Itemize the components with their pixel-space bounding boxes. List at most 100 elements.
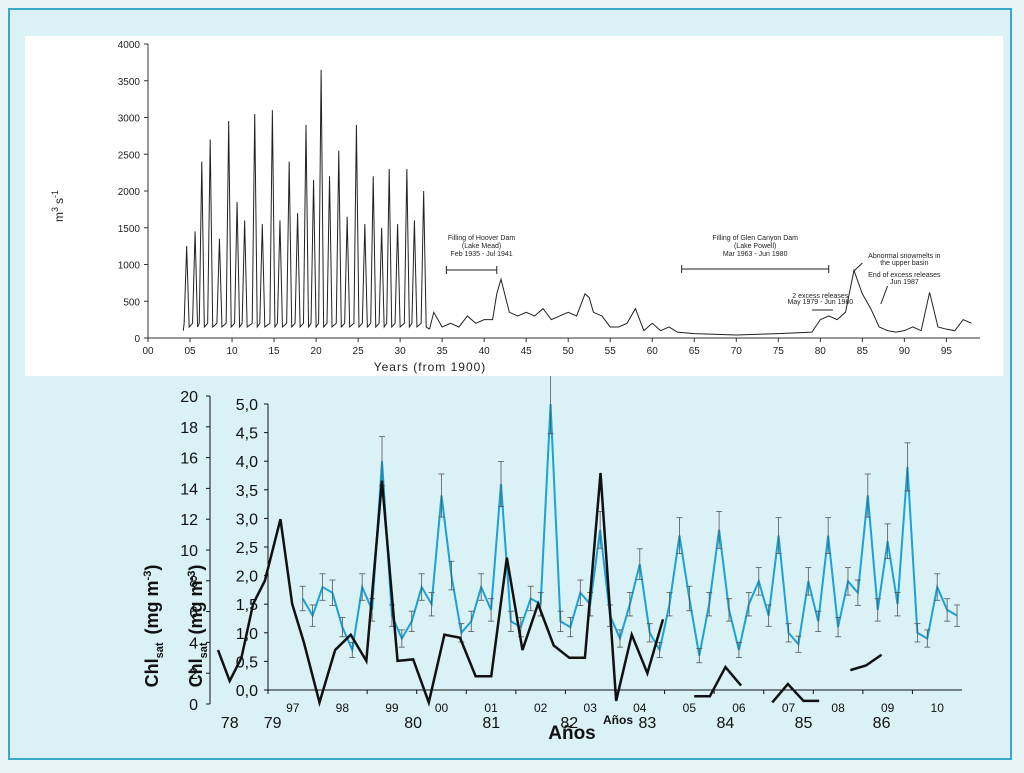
discharge-y-tick-label: 1500 <box>118 224 141 235</box>
discharge-x-tick-label: 25 <box>353 346 365 357</box>
chl-outer-y-tick-label: 8 <box>189 574 198 591</box>
discharge-x-tick-label: 85 <box>857 346 869 357</box>
chl-inner-x-axis-label: Años <box>603 713 633 727</box>
chl-inner-y-tick-label: 2,0 <box>236 569 258 586</box>
chl-inner-ylabel-sup: -3 <box>186 571 198 581</box>
chl-satellite-line <box>301 403 958 656</box>
discharge-x-axis-label: Years (from 1900) <box>374 360 487 374</box>
discharge-axes <box>147 44 980 339</box>
chlorophyll-chart-svg: 024681012141618200,00,51,01,52,02,53,03,… <box>142 373 962 744</box>
chl-outer-y-axis-label: Chlsat (mg m-3) <box>142 565 166 688</box>
discharge-x-tick-label: 40 <box>479 346 491 357</box>
discharge-x-tick-label: 10 <box>226 346 238 357</box>
discharge-x-tick-label: 90 <box>899 346 911 357</box>
chl-inner-x-tick-label: 01 <box>484 701 498 715</box>
discharge-x-tick-label: 05 <box>184 346 196 357</box>
chl-outer-x-tick-label: 78 <box>221 715 239 732</box>
discharge-annotations: Filling of Hoover Dam(Lake Mead)Feb 1935… <box>445 235 941 311</box>
chl-outer-x-tick-label: 85 <box>795 715 813 732</box>
chl-inner-x-tick-label: 00 <box>435 701 449 715</box>
chl-historical-line <box>216 472 883 708</box>
chl-series <box>216 373 961 708</box>
chl-inner-x-tick-label: 02 <box>534 701 548 715</box>
chl-inner-ylabel-sub: sat <box>198 642 210 658</box>
chl-outer-y-tick-label: 16 <box>180 451 198 468</box>
chl-outer-y-tick-label: 0 <box>189 697 198 714</box>
discharge-x-tick-label: 55 <box>605 346 617 357</box>
chl-outer-ylabel-close: ) <box>142 565 162 571</box>
discharge-y-tick-label: 2000 <box>118 187 141 198</box>
chl-outer-y-tick-label: 20 <box>180 389 198 406</box>
discharge-y-axis-label: m3 s-1 <box>50 190 66 222</box>
chl-inner-x-tick-label: 07 <box>782 701 796 715</box>
discharge-y-tick-label: 500 <box>123 297 140 308</box>
discharge-x-tick-label: 65 <box>689 346 701 357</box>
chl-outer-ylabel-sup: -3 <box>142 571 154 581</box>
abnormal-pointer <box>853 262 863 272</box>
discharge-x-tick-label: 45 <box>521 346 533 357</box>
excess-annotation-line1: 2 excess releases <box>792 293 849 300</box>
chl-inner-x-tick-label: 04 <box>633 701 647 715</box>
glen-annotation-line1: Filling of Glen Canyon Dam <box>712 235 798 242</box>
chl-inner-y-tick-label: 0,0 <box>236 683 258 700</box>
chl-outer-y-tick-label: 10 <box>180 543 198 560</box>
chl-inner-x-tick-label: 97 <box>286 701 300 715</box>
chl-outer-x-tick-label: 83 <box>638 715 656 732</box>
discharge-x-tick-label: 60 <box>647 346 659 357</box>
discharge-chart-svg: 0 500 1000 1500 2000 2500 3000 3500 4000 00 05 10 15… <box>50 40 980 374</box>
discharge-x-tick-label: 15 <box>268 346 280 357</box>
discharge-y-tick-label: 3500 <box>118 77 141 88</box>
chl-inner-y-tick-label: 4,0 <box>236 454 258 471</box>
chlorophyll-chart: 0 2 4 6 8 10 12 14 16 18 20 0,0 0,5 1,0 1,5 2,0 2,5 3,0 3,… <box>0 373 1024 768</box>
discharge-ylabel-m: m <box>52 212 66 222</box>
discharge-x-tick-label: 80 <box>815 346 827 357</box>
chl-outer-y-tick-label: 2 <box>189 666 198 683</box>
chl-inner-x-tick-label: 08 <box>831 701 845 715</box>
chl-outer-x-tick-label: 86 <box>873 715 891 732</box>
chl-inner-y-tick-label: 2,5 <box>236 540 258 557</box>
chl-outer-ylabel-unit: (mg m <box>142 580 162 634</box>
chl-inner-ylabel-close: ) <box>186 565 206 571</box>
chl-outer-x-tick-label: 82 <box>560 715 578 732</box>
end-pointer <box>880 285 889 305</box>
river-discharge-chart: 0 500 1000 1500 2000 2500 3000 3500 4000 00 05 10 15… <box>25 36 1003 376</box>
chl-outer-y-tick-label: 18 <box>180 420 198 437</box>
discharge-ticks: 0 500 1000 1500 2000 2500 3000 3500 4000 00 05 10 15… <box>118 40 953 357</box>
abnormal-annotation-line1: Abnormal snowmelts in <box>868 253 940 260</box>
chl-inner-y-tick-label: 4,5 <box>236 426 258 443</box>
chl-outer-x-tick-label: 80 <box>404 715 422 732</box>
glen-annotation-line2: (Lake Powell) <box>734 243 776 250</box>
chl-inner-y-tick-label: 5,0 <box>236 397 258 414</box>
chl-ticks: 024681012141618200,00,51,01,52,02,53,03,… <box>180 389 944 732</box>
chl-outer-y-tick-label: 14 <box>180 481 198 498</box>
discharge-x-tick-label: 00 <box>142 346 154 357</box>
end-annotation-line2: Jun 1987 <box>890 279 919 286</box>
chl-inner-ylabel-base: Chl <box>186 658 206 687</box>
discharge-y-tick-label: 2500 <box>118 150 141 161</box>
chl-inner-x-tick-label: 06 <box>732 701 746 715</box>
discharge-x-tick-label: 35 <box>437 346 449 357</box>
chl-inner-x-tick-label: 10 <box>931 701 945 715</box>
discharge-ylabel-sup1: 3 <box>50 207 60 212</box>
discharge-regulated-line <box>429 268 972 336</box>
chl-inner-x-tick-label: 98 <box>336 701 350 715</box>
discharge-x-tick-label: 75 <box>773 346 785 357</box>
hoover-annotation-line3: Feb 1935 - Jul 1941 <box>450 251 512 258</box>
chl-outer-x-axis-label: Años <box>548 723 596 744</box>
chl-inner-x-tick-label: 05 <box>683 701 697 715</box>
discharge-x-tick-label: 30 <box>395 346 407 357</box>
hoover-annotation-line1: Filling of Hoover Dam <box>448 235 515 242</box>
discharge-ylabel-sup2: -1 <box>50 190 60 198</box>
discharge-x-tick-label: 20 <box>311 346 323 357</box>
chl-inner-y-tick-label: 3,5 <box>236 483 258 500</box>
discharge-y-tick-label: 4000 <box>118 40 141 51</box>
chl-inner-x-tick-label: 09 <box>881 701 895 715</box>
chl-outer-y-tick-label: 4 <box>189 635 198 652</box>
chl-outer-ylabel-sub: sat <box>154 642 166 658</box>
chl-outer-y-tick-label: 6 <box>189 605 198 622</box>
end-annotation-line1: End of excess releases <box>868 272 941 279</box>
chl-outer-y-tick-label: 12 <box>180 512 198 529</box>
discharge-y-tick-label: 3000 <box>118 114 141 125</box>
chl-outer-ylabel-base: Chl <box>142 658 162 687</box>
chl-inner-y-tick-label: 3,0 <box>236 511 258 528</box>
